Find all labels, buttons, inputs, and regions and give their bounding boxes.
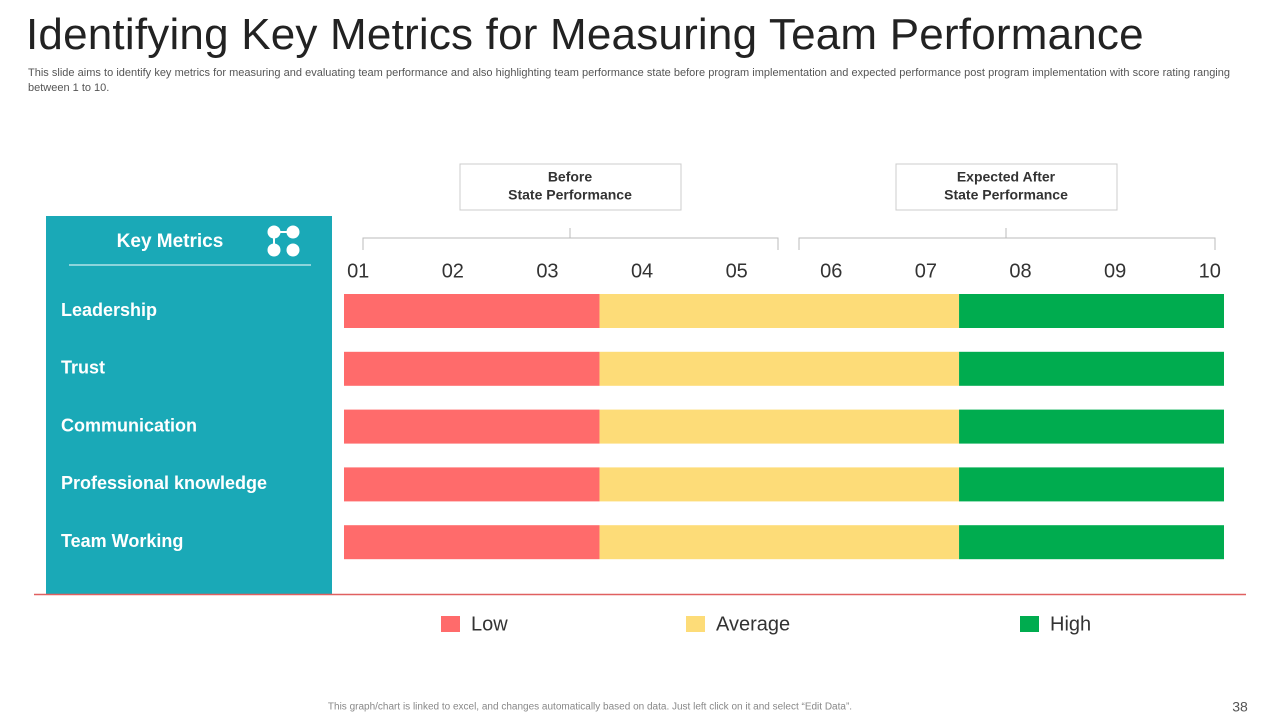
bar-segment [959,351,1224,386]
category-label: Professional knowledge [61,473,267,493]
bracket [362,228,779,250]
bracket-box [895,163,1118,211]
bar-segment [344,294,600,328]
category-label: Communication [61,415,197,435]
x-tick-label: 08 [1009,260,1031,282]
bar-segment [344,409,600,444]
bar-segment [344,351,600,386]
panel-title: Key Metrics [117,231,224,252]
page-number: 38 [1232,699,1248,715]
category-label: Trust [61,358,105,378]
bar-segment [599,409,960,444]
slide-subtitle: This slide aims to identify key metrics … [28,67,1230,94]
bar-segment [959,294,1224,328]
metrics-panel [46,216,332,594]
x-tick-label: 03 [536,260,558,282]
category-label: Leadership [61,300,157,320]
bracket [798,228,1216,250]
bar-segment [599,351,960,386]
legend-swatch [1020,616,1039,632]
bar-segment [344,467,600,502]
metrics-icon [267,225,300,257]
x-tick-label: 07 [915,260,937,282]
x-tick-label: 05 [726,260,748,282]
bracket-label: Before [548,169,593,185]
bracket-label: State Performance [944,187,1068,203]
legend-swatch [441,616,460,632]
x-tick-label: 10 [1199,260,1221,282]
category-label: Team Working [61,531,183,551]
x-tick-label: 02 [442,260,464,282]
x-tick-label: 04 [631,260,653,282]
bar-segment [599,294,960,328]
bar-segment [959,409,1224,444]
x-tick-label: 09 [1104,260,1126,282]
bar-segment [959,467,1224,502]
bar-segment [599,467,960,502]
legend-swatch [686,616,705,632]
bar-segment [959,525,1224,560]
bracket-label: Expected After [957,169,1056,185]
legend-label: High [1050,613,1091,635]
slide-title: Identifying Key Metrics for Measuring Te… [26,10,1144,59]
x-tick-label: 01 [347,260,369,282]
bar-segment [599,525,960,560]
bar-segment [344,525,600,560]
x-tick-label: 06 [820,260,842,282]
bracket-label: State Performance [508,187,632,203]
legend-label: Low [471,613,508,635]
bracket-box [459,163,682,211]
footer-note: This graph/chart is linked to excel, and… [328,702,852,713]
legend-label: Average [716,613,790,635]
